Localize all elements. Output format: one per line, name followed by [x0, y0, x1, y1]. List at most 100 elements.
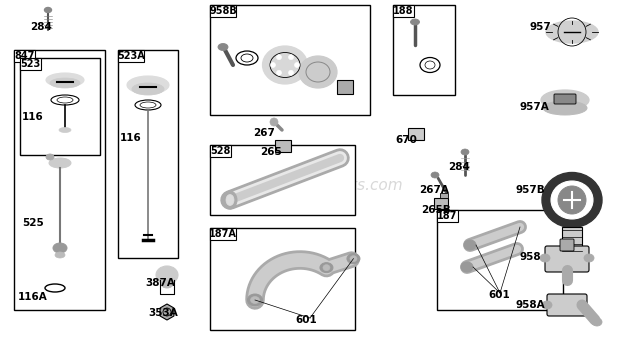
Ellipse shape	[132, 83, 164, 95]
Ellipse shape	[53, 243, 67, 253]
Ellipse shape	[46, 154, 54, 160]
Ellipse shape	[299, 56, 337, 88]
Bar	[118, 50, 144, 62]
Text: 387A: 387A	[145, 278, 175, 288]
Ellipse shape	[551, 181, 593, 219]
Text: 957B: 957B	[515, 185, 545, 195]
FancyBboxPatch shape	[560, 239, 574, 251]
Ellipse shape	[218, 43, 228, 51]
Bar	[14, 50, 35, 62]
Text: 958B: 958B	[209, 6, 237, 16]
Ellipse shape	[542, 301, 552, 309]
Ellipse shape	[464, 240, 476, 250]
Text: 847: 847	[14, 51, 35, 61]
Ellipse shape	[542, 172, 602, 228]
Ellipse shape	[546, 21, 598, 43]
Text: 116: 116	[120, 133, 142, 143]
Ellipse shape	[250, 296, 260, 304]
FancyBboxPatch shape	[440, 193, 448, 198]
Text: eReplacementParts.com: eReplacementParts.com	[216, 178, 404, 193]
Circle shape	[288, 55, 293, 60]
FancyBboxPatch shape	[275, 140, 291, 152]
Ellipse shape	[540, 254, 550, 262]
Text: 187A: 187A	[209, 229, 237, 239]
Ellipse shape	[161, 280, 173, 288]
Ellipse shape	[461, 149, 469, 155]
Circle shape	[288, 70, 293, 75]
FancyBboxPatch shape	[545, 246, 589, 272]
Ellipse shape	[49, 158, 71, 168]
Ellipse shape	[323, 265, 330, 271]
Ellipse shape	[410, 19, 420, 25]
Circle shape	[294, 62, 299, 68]
Text: 670: 670	[395, 135, 417, 145]
Bar	[210, 5, 370, 115]
Ellipse shape	[350, 256, 357, 262]
FancyBboxPatch shape	[434, 198, 448, 209]
Ellipse shape	[541, 90, 589, 110]
Bar	[14, 50, 105, 310]
Ellipse shape	[223, 191, 237, 209]
Text: 267: 267	[253, 128, 275, 138]
Bar	[118, 50, 178, 258]
FancyBboxPatch shape	[337, 80, 353, 94]
Text: 523: 523	[20, 59, 41, 69]
Bar	[210, 228, 236, 240]
Circle shape	[270, 62, 275, 68]
Text: 957: 957	[530, 22, 552, 32]
Bar	[437, 210, 563, 310]
Text: 116: 116	[22, 112, 44, 122]
FancyBboxPatch shape	[562, 227, 582, 257]
Text: 188: 188	[393, 6, 414, 16]
Ellipse shape	[46, 73, 84, 87]
Text: 265: 265	[260, 147, 281, 157]
Ellipse shape	[59, 127, 71, 133]
Ellipse shape	[320, 263, 333, 273]
Ellipse shape	[461, 262, 473, 272]
Ellipse shape	[45, 8, 51, 12]
Text: 601: 601	[488, 290, 510, 300]
Bar	[393, 5, 455, 95]
Circle shape	[270, 118, 278, 126]
Ellipse shape	[543, 101, 587, 115]
Text: 958A: 958A	[515, 300, 544, 310]
Bar	[437, 210, 458, 222]
Bar	[20, 58, 100, 155]
Text: 284: 284	[30, 22, 52, 32]
Text: 116A: 116A	[18, 292, 48, 302]
Text: 523A: 523A	[117, 51, 145, 61]
Ellipse shape	[50, 78, 80, 88]
Text: 958: 958	[520, 252, 542, 262]
FancyBboxPatch shape	[408, 128, 424, 140]
Bar	[393, 5, 414, 17]
Ellipse shape	[584, 254, 594, 262]
Ellipse shape	[431, 172, 439, 178]
Text: 284: 284	[448, 162, 470, 172]
Ellipse shape	[592, 318, 602, 326]
Circle shape	[558, 186, 586, 214]
Text: 267A: 267A	[419, 185, 449, 195]
FancyBboxPatch shape	[554, 94, 576, 104]
Text: 957A: 957A	[519, 102, 549, 112]
Text: 187: 187	[437, 211, 458, 221]
Ellipse shape	[127, 76, 169, 94]
FancyBboxPatch shape	[547, 294, 587, 316]
Text: 601: 601	[295, 315, 317, 325]
Ellipse shape	[262, 46, 308, 84]
Text: 265B: 265B	[421, 205, 451, 215]
Text: 528: 528	[210, 146, 231, 156]
Circle shape	[277, 70, 281, 75]
Text: 525: 525	[22, 218, 44, 228]
Bar	[210, 5, 236, 17]
Bar	[210, 145, 231, 157]
Ellipse shape	[156, 266, 178, 284]
Ellipse shape	[347, 254, 360, 264]
Text: 353A: 353A	[148, 308, 178, 318]
Ellipse shape	[226, 195, 234, 205]
Ellipse shape	[55, 252, 65, 258]
Circle shape	[277, 55, 281, 60]
Bar	[20, 58, 41, 70]
Bar	[210, 145, 355, 215]
Ellipse shape	[247, 294, 262, 306]
Bar	[210, 228, 355, 330]
